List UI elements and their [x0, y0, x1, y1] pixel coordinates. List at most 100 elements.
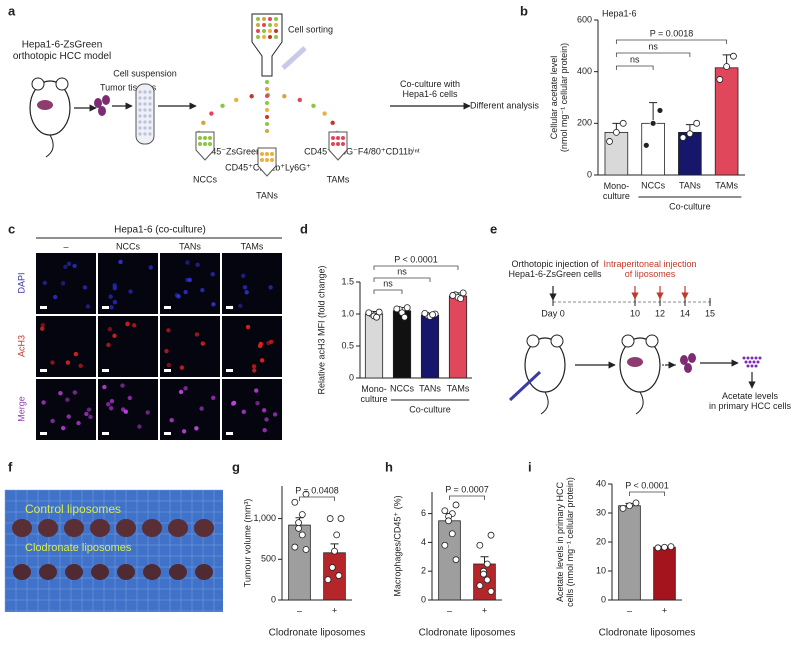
label: NCCs: [193, 174, 217, 184]
label: Acetate levels in primary HCC cells: [709, 391, 792, 411]
data-point: [483, 560, 491, 568]
nucleus: [261, 408, 267, 413]
cell: [744, 360, 748, 364]
x-axis-label: Clodronate liposomes: [419, 628, 516, 639]
panel-letter: a: [8, 3, 16, 18]
y-tick-label: 0: [587, 169, 592, 179]
y-axis-label: Cellular acetate level(nmol mg⁻¹ cellula…: [549, 43, 569, 152]
x-axis-label: Clodronate liposomes: [269, 628, 366, 639]
cell: [746, 356, 750, 360]
data-point: [298, 531, 306, 539]
cell: [143, 126, 147, 130]
significance-label: ns: [397, 266, 407, 276]
nucleus: [63, 264, 68, 270]
micrograph: [36, 316, 96, 377]
error-bar: [649, 102, 658, 124]
micrograph: [160, 379, 220, 440]
significance-label: P < 0.0001: [394, 254, 438, 264]
sorted-cell: [282, 94, 287, 99]
cell: [138, 90, 142, 94]
cell: [750, 364, 754, 368]
data-point: [667, 543, 675, 551]
cell: [256, 23, 260, 27]
sorted-cell: [322, 111, 327, 116]
label: Day 0: [541, 308, 565, 318]
cell: [148, 126, 152, 130]
nucleus: [112, 300, 118, 305]
cell: [274, 23, 278, 27]
nucleus: [266, 340, 271, 346]
label: 14: [680, 308, 690, 318]
nucleus: [72, 263, 77, 269]
bar: [653, 546, 676, 601]
nucleus: [166, 328, 171, 333]
cell: [143, 102, 147, 106]
data-point: [421, 309, 429, 317]
y-tick-label: 400: [577, 66, 592, 76]
nucleus: [50, 360, 55, 365]
cell: [256, 29, 260, 33]
panel-letter: g: [232, 459, 240, 474]
label: TANs: [179, 241, 201, 251]
sorted-cell: [234, 97, 239, 103]
liver: [627, 357, 643, 367]
cell: [331, 136, 335, 140]
bar: [641, 122, 665, 176]
data-point: [612, 128, 620, 136]
liver: [37, 100, 53, 110]
significance-bracket: [449, 495, 485, 500]
data-point: [295, 519, 302, 527]
nucleus: [179, 365, 185, 370]
nucleus: [112, 285, 118, 291]
sorted-cell: [265, 87, 269, 91]
significance-bracket: [615, 52, 691, 57]
tumour-sample: [168, 519, 188, 537]
nucleus: [40, 322, 46, 328]
data-point: [642, 141, 650, 149]
nucleus: [194, 426, 199, 431]
nucleus: [164, 348, 169, 354]
tumour-sample: [64, 519, 84, 537]
data-point: [445, 517, 452, 525]
mouse-ear: [621, 334, 635, 348]
cell: [138, 96, 142, 100]
label: –: [63, 241, 68, 251]
cell: [198, 136, 202, 140]
micrograph: [222, 253, 282, 314]
cell: [754, 356, 758, 360]
cell: [148, 108, 152, 112]
data-point: [326, 515, 334, 522]
scale-bar: [226, 369, 233, 372]
sorter: [251, 13, 283, 77]
cell: [256, 17, 260, 21]
data-point: [449, 292, 457, 299]
nucleus: [112, 333, 117, 339]
sorted-cell: [311, 103, 316, 108]
cell: [262, 35, 266, 39]
panel-letter: f: [8, 459, 13, 474]
x-tick-label: +: [662, 605, 667, 615]
nucleus: [254, 388, 259, 393]
cell: [143, 90, 147, 94]
sorted-cell: [249, 94, 254, 99]
data-point: [331, 547, 338, 555]
cell: [262, 17, 266, 21]
mouse-ear: [645, 334, 659, 348]
panel-letter: d: [300, 221, 308, 236]
x-tick-label: +: [332, 605, 337, 615]
tumor: [684, 363, 692, 373]
data-point: [441, 507, 449, 515]
sorted-cell: [265, 115, 269, 119]
y-tick-label: 500: [261, 554, 276, 564]
data-point: [298, 511, 306, 518]
label: Clodronate liposomes: [25, 542, 132, 554]
cell: [143, 96, 147, 100]
x-tick-label: TAMs: [715, 180, 738, 190]
scale-bar: [40, 369, 47, 372]
nucleus: [245, 324, 251, 330]
nucleus: [255, 401, 260, 406]
scale-bar: [102, 369, 109, 372]
nucleus: [242, 285, 248, 290]
data-point: [487, 587, 495, 595]
cell: [336, 136, 340, 140]
